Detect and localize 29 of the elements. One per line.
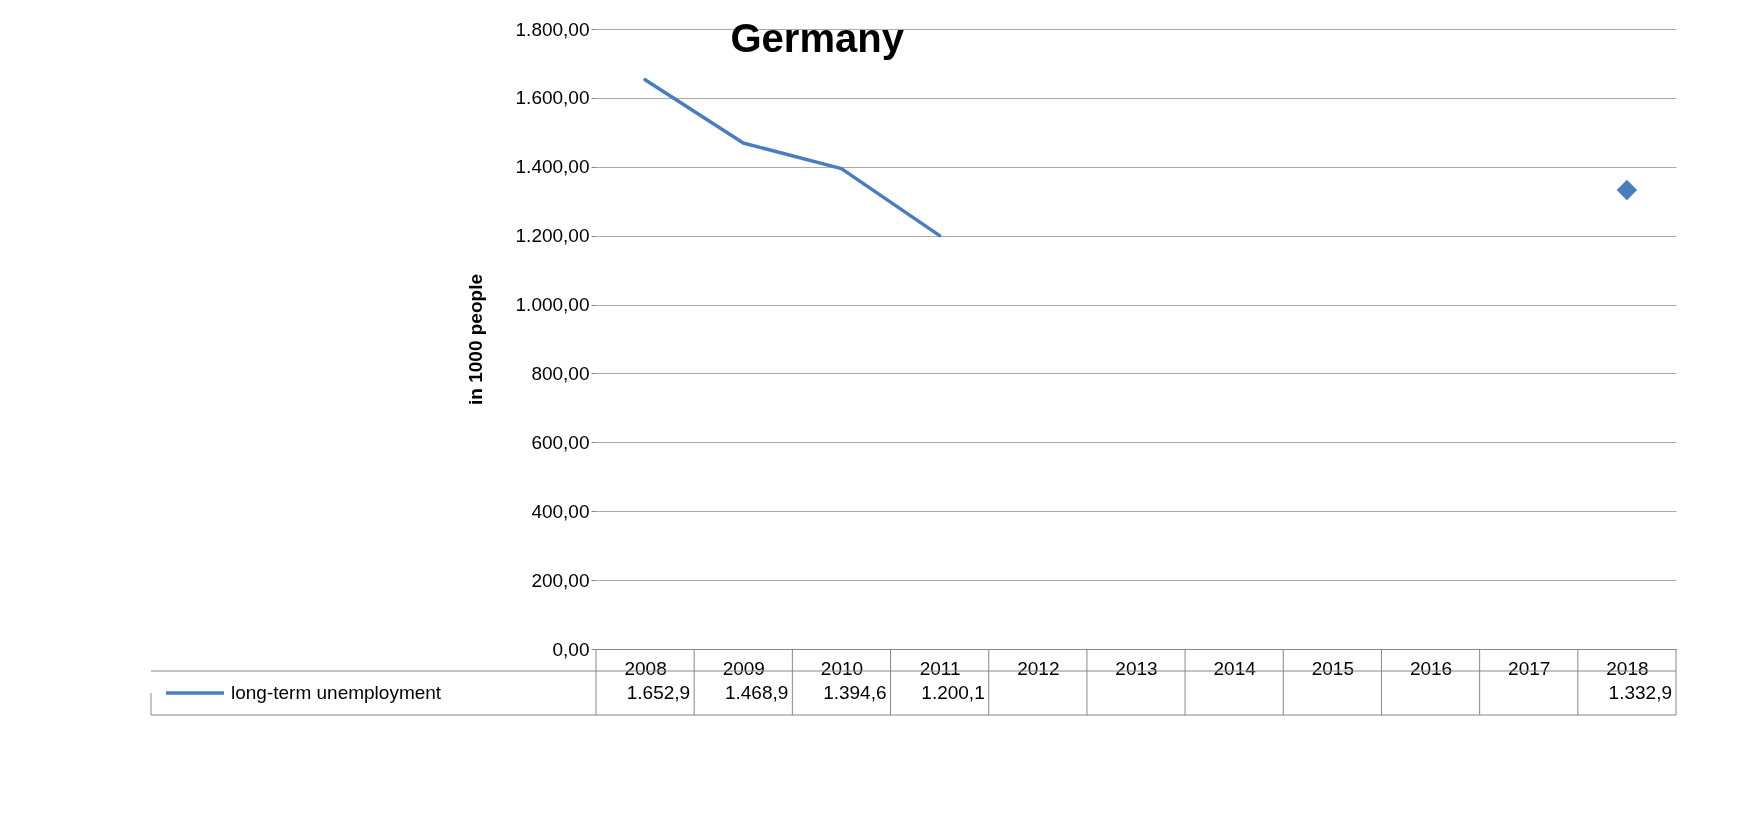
x-tick-label: 2014 (1213, 657, 1257, 679)
x-tick-label: 2008 (624, 657, 667, 679)
x-tick-label: 2016 (1409, 657, 1453, 679)
x-tick-label: 2018 (1606, 657, 1649, 679)
x-tick-label: 2012 (1017, 657, 1060, 679)
data-label: 1.332,9 (1608, 682, 1672, 703)
data-label: 1.200,1 (921, 682, 985, 703)
y-tick-label: 800,00 (531, 362, 590, 384)
y-tick-label: 1.000,00 (515, 294, 590, 316)
data-label: 1.468,9 (724, 682, 789, 703)
x-tick-label: 2015 (1311, 657, 1354, 679)
y-tick-label: 1.800,00 (515, 18, 590, 40)
x-tick-label: 2017 (1508, 657, 1551, 679)
data-label: 1.652,9 (626, 682, 691, 703)
y-tick-label: 1.400,00 (515, 156, 590, 178)
y-tick-label: 1.600,00 (515, 87, 590, 109)
y-tick-label: 600,00 (531, 431, 590, 453)
chart-title: Germany (730, 16, 905, 60)
x-tick-label: 2009 (722, 657, 765, 679)
x-tick-label: 2010 (820, 657, 864, 679)
y-tick-label: 0,00 (552, 638, 590, 660)
y-tick-label: 400,00 (531, 500, 590, 522)
x-tick-label: 2013 (1115, 657, 1158, 679)
y-axis-title: in 1000 people (464, 274, 486, 405)
y-tick-label: 1.200,00 (515, 225, 590, 247)
x-tick-label: 2011 (919, 657, 961, 679)
data-label: 1.394,6 (823, 682, 887, 703)
y-tick-label: 200,00 (531, 569, 590, 591)
legend-label: long-term unemployment (231, 682, 442, 703)
